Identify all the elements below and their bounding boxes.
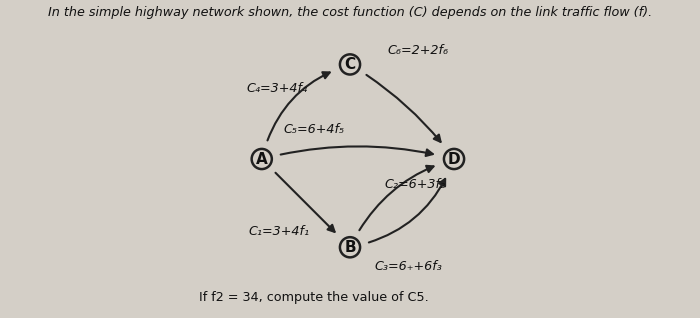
FancyArrowPatch shape <box>267 72 330 141</box>
FancyArrowPatch shape <box>369 179 445 242</box>
Circle shape <box>444 149 464 169</box>
FancyArrowPatch shape <box>366 75 440 142</box>
Text: D: D <box>448 151 461 167</box>
Text: C₅=6+4f₅: C₅=6+4f₅ <box>284 122 344 135</box>
FancyArrowPatch shape <box>276 173 335 232</box>
Circle shape <box>340 54 360 74</box>
Text: In the simple highway network shown, the cost function (C) depends on the link t: In the simple highway network shown, the… <box>48 6 652 19</box>
Text: C₆=2+2f₆: C₆=2+2f₆ <box>387 44 448 57</box>
Text: C₂=6+3f₂: C₂=6+3f₂ <box>384 178 445 191</box>
FancyArrowPatch shape <box>281 146 433 156</box>
Text: If f2 = 34, compute the value of C5.: If f2 = 34, compute the value of C5. <box>199 291 428 304</box>
Text: B: B <box>344 240 356 255</box>
Text: C₄=3+4f₄: C₄=3+4f₄ <box>247 82 308 94</box>
Text: C: C <box>344 57 356 72</box>
FancyArrowPatch shape <box>359 166 433 230</box>
Circle shape <box>252 149 272 169</box>
Text: C₁=3+4f₁: C₁=3+4f₁ <box>248 225 309 238</box>
Text: C₃=6₊+6f₃: C₃=6₊+6f₃ <box>374 260 442 273</box>
Text: A: A <box>256 151 267 167</box>
Circle shape <box>340 237 360 257</box>
